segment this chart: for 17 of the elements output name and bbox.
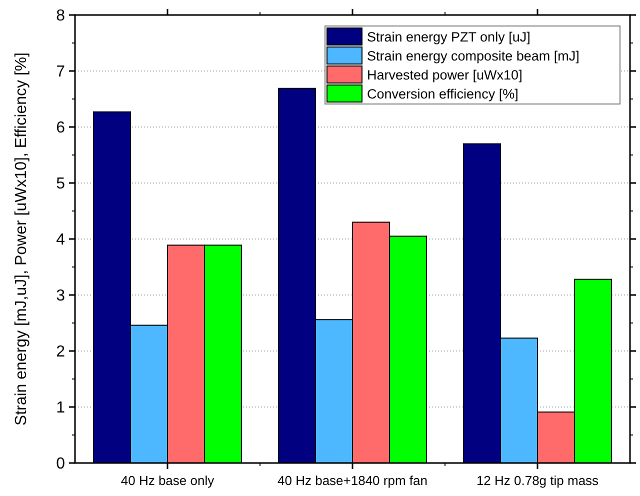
y-tick-label: 5 bbox=[56, 176, 66, 193]
legend-label: Harvested power [uWx10] bbox=[367, 68, 522, 83]
y-tick-label: 6 bbox=[56, 120, 66, 137]
legend-label: Conversion efficiency [%] bbox=[367, 86, 518, 102]
y-tick-label: 7 bbox=[56, 64, 66, 81]
x-tick-label: 40 Hz base+1840 rpm fan bbox=[278, 473, 428, 488]
legend-label: Strain energy composite beam [mJ] bbox=[367, 48, 580, 64]
y-tick-label: 3 bbox=[56, 288, 66, 305]
x-tick-label: 40 Hz base only bbox=[120, 473, 215, 488]
y-tick-label: 1 bbox=[56, 400, 66, 417]
y-tick-label: 8 bbox=[56, 8, 66, 25]
x-tick-label: 12 Hz 0.78g tip mass bbox=[476, 473, 600, 488]
y-tick-label: 2 bbox=[56, 344, 66, 361]
y-tick-label: 4 bbox=[56, 232, 66, 249]
y-axis-title: Strain energy [mJ,uJ], Power [uWx10], Efficiency [%] bbox=[13, 52, 30, 426]
legend-label: Strain energy PZT only [uJ] bbox=[367, 30, 530, 45]
y-tick-label: 0 bbox=[56, 456, 66, 473]
